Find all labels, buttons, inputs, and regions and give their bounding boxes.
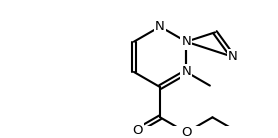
Text: O: O <box>133 124 143 137</box>
Text: O: O <box>181 126 192 138</box>
Text: N: N <box>155 20 165 33</box>
Text: N: N <box>182 35 191 48</box>
Text: N: N <box>228 50 238 63</box>
Text: N: N <box>182 65 191 79</box>
